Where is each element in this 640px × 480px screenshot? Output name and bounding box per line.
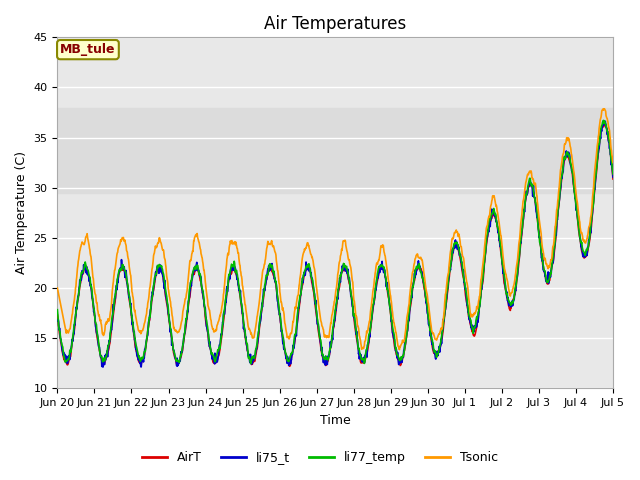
AirT (609, 176, 617, 182)
li75_t (609, 174, 617, 180)
li75_t (239, 326, 247, 332)
Tsonic (396, 347, 403, 352)
Line: Tsonic: Tsonic (58, 109, 613, 349)
Tsonic (609, 160, 617, 166)
Tsonic (600, 106, 607, 112)
Y-axis label: Air Temperature (C): Air Temperature (C) (15, 151, 28, 275)
li75_t (177, 349, 185, 355)
li77_temp (239, 314, 247, 320)
Tsonic (239, 288, 247, 293)
li75_t (495, 227, 502, 232)
Tsonic (164, 277, 172, 283)
Text: MB_tule: MB_tule (60, 43, 116, 56)
li75_t (600, 118, 608, 124)
Line: li77_temp: li77_temp (58, 120, 613, 363)
li77_temp (247, 360, 255, 366)
li75_t (164, 305, 172, 311)
Bar (58, 108, 613, 193)
Tsonic (495, 215, 502, 220)
X-axis label: Time: Time (320, 414, 351, 427)
li77_temp (495, 227, 502, 232)
li77_temp (54, 307, 61, 312)
Legend: AirT, li75_t, li77_temp, Tsonic: AirT, li75_t, li77_temp, Tsonic (138, 446, 502, 469)
li77_temp (600, 118, 607, 123)
AirT (239, 316, 247, 322)
Title: Air Temperatures: Air Temperatures (264, 15, 406, 33)
li75_t (54, 318, 61, 324)
AirT (543, 281, 551, 287)
li77_temp (422, 295, 429, 301)
Tsonic (543, 264, 551, 269)
li75_t (543, 279, 551, 285)
AirT (164, 304, 172, 310)
li77_temp (543, 279, 551, 285)
Tsonic (177, 322, 185, 327)
AirT (54, 312, 61, 318)
AirT (177, 354, 185, 360)
Tsonic (54, 285, 61, 291)
Tsonic (422, 285, 429, 290)
AirT (495, 229, 502, 235)
li77_temp (164, 300, 172, 306)
Line: AirT: AirT (58, 124, 613, 366)
AirT (422, 295, 429, 301)
li77_temp (177, 353, 185, 359)
AirT (285, 363, 293, 369)
Line: li75_t: li75_t (58, 121, 613, 367)
AirT (601, 121, 609, 127)
li75_t (99, 364, 107, 370)
li77_temp (609, 171, 617, 177)
li75_t (422, 294, 429, 300)
